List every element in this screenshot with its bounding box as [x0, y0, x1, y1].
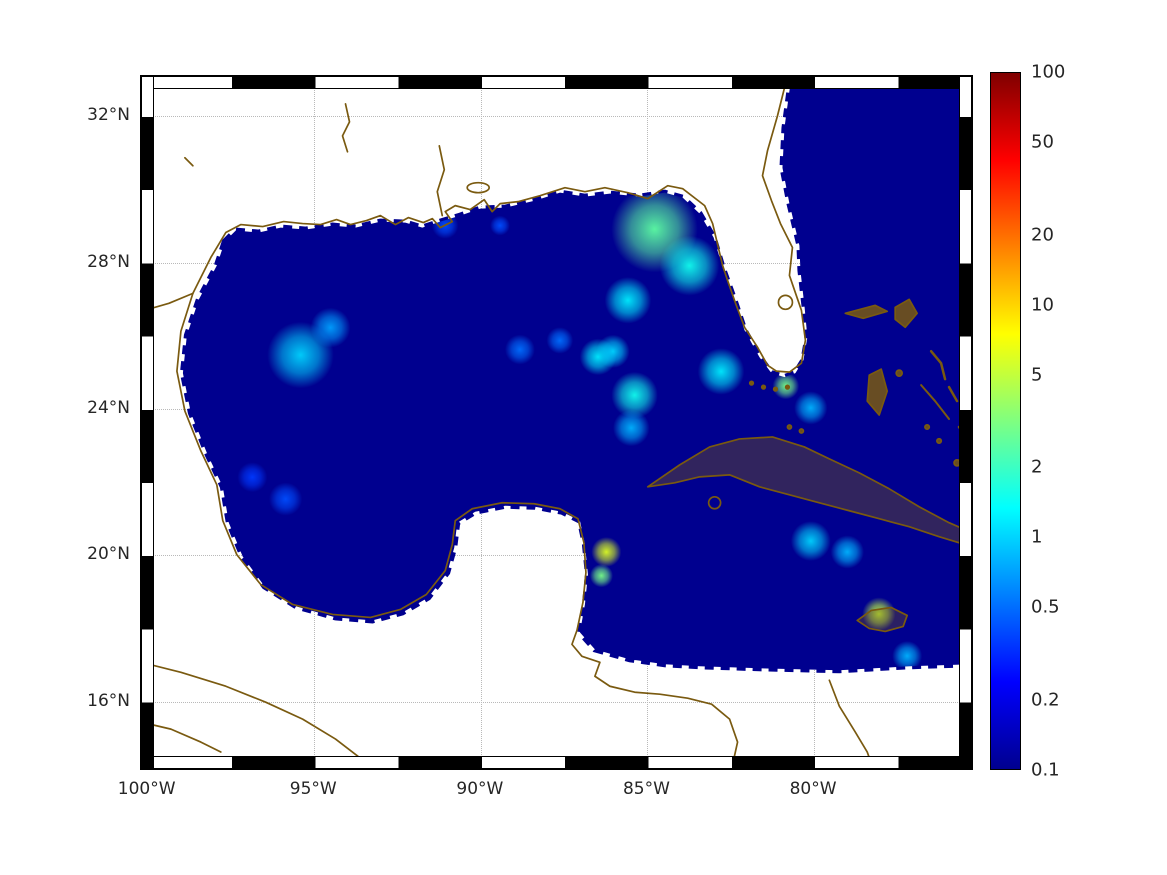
heatmap-hotspot [490, 215, 510, 236]
river-mississippi [436, 144, 446, 217]
coastline-pacific-inland [141, 721, 222, 753]
colorbar [990, 72, 1021, 770]
heatmap-hotspot [697, 348, 745, 395]
heatmap-hotspot [830, 535, 864, 569]
colorbar-tick-label: 20 [1031, 224, 1054, 246]
coastline-pacific-mexico [141, 661, 382, 769]
x-axis-tick-label: 80°W [789, 779, 837, 799]
colorbar-tick-label: 2 [1031, 456, 1043, 478]
lake-okeechobee [777, 294, 794, 311]
heatmap-hotspot [862, 597, 896, 631]
small-lakes-texas [184, 156, 194, 167]
map-frame-left [141, 76, 154, 769]
gridline-parallel [141, 555, 972, 557]
colorbar-tick-label: 0.5 [1031, 596, 1060, 618]
x-axis-tick-label: 90°W [456, 779, 504, 799]
x-axis-tick-label: 100°W [117, 779, 176, 799]
coastline-layer [141, 76, 972, 769]
colorbar-tick-label: 50 [1031, 131, 1054, 153]
y-axis-tick-label: 32°N [87, 105, 130, 126]
ocean-data-region [179, 76, 972, 674]
map-frame-bottom [141, 756, 972, 769]
heatmap-hotspot [589, 564, 614, 588]
heatmap-hotspot [504, 334, 535, 365]
florida-keys [748, 380, 791, 392]
heatmap-hotspot [892, 640, 923, 671]
heatmap-hotspot [596, 334, 630, 368]
heatmap-hotspot [659, 235, 720, 296]
map-frame-top [141, 76, 972, 89]
heatmap-hotspot [794, 391, 828, 425]
coastline-cuba [646, 436, 972, 548]
heatmap-hotspot [268, 482, 303, 516]
colorbar-tick-label: 0.2 [1031, 689, 1060, 711]
colorbar-tick-label: 10 [1031, 294, 1054, 316]
y-axis-tick-label: 20°N [87, 544, 130, 565]
coastline-jamaica [856, 606, 909, 633]
heatmap-hotspot [546, 327, 574, 354]
heatmap-hotspot [790, 521, 831, 561]
bahamas-exuma-chain [920, 384, 951, 421]
heatmap-hotspot [604, 277, 652, 324]
lake-pontchartrain [466, 181, 491, 194]
heatmap-hotspot-layer [237, 185, 923, 671]
y-axis-tick-label: 16°N [87, 690, 130, 711]
gridline-parallel [141, 701, 972, 703]
map-canvas [141, 76, 972, 769]
x-axis-tick-label: 95°W [289, 779, 337, 799]
colorbar-tick-label: 5 [1031, 364, 1043, 386]
map-frame-right [959, 76, 972, 769]
colorbar-tick-label: 0.1 [1031, 759, 1060, 781]
isle-of-youth [707, 495, 722, 510]
x-axis-tick-label: 85°W [622, 779, 670, 799]
colorbar-tick-label: 1 [1031, 526, 1043, 548]
bahamas-cat-island [947, 385, 959, 403]
y-axis-tick-label: 24°N [87, 397, 130, 418]
y-axis-tick-label: 28°N [87, 251, 130, 272]
heatmap-hotspot [611, 371, 658, 419]
coastline-mainland [176, 76, 807, 769]
gridline-parallel [141, 116, 972, 118]
bahamas-islands [786, 298, 969, 482]
heatmap-hotspot [310, 307, 351, 348]
river-sabine [341, 103, 351, 153]
bahamas-eleuthera [929, 349, 947, 381]
map-plot-area [140, 75, 973, 770]
heatmap-hotspot [237, 462, 268, 493]
heatmap-hotspot [591, 537, 622, 567]
colorbar-tick-label: 100 [1031, 61, 1066, 83]
heatmap-hotspot [613, 409, 650, 447]
